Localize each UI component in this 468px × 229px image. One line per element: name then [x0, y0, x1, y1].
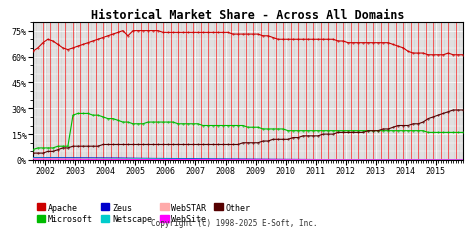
Title: Historical Market Share - Across All Domains: Historical Market Share - Across All Dom…: [91, 9, 405, 22]
Text: Copyright (c) 1998-2025 E-Soft, Inc.: Copyright (c) 1998-2025 E-Soft, Inc.: [151, 218, 317, 227]
Legend: Apache, Microsoft, Zeus, Netscape, WebSTAR, WebSite, Other: Apache, Microsoft, Zeus, Netscape, WebST…: [37, 203, 250, 223]
